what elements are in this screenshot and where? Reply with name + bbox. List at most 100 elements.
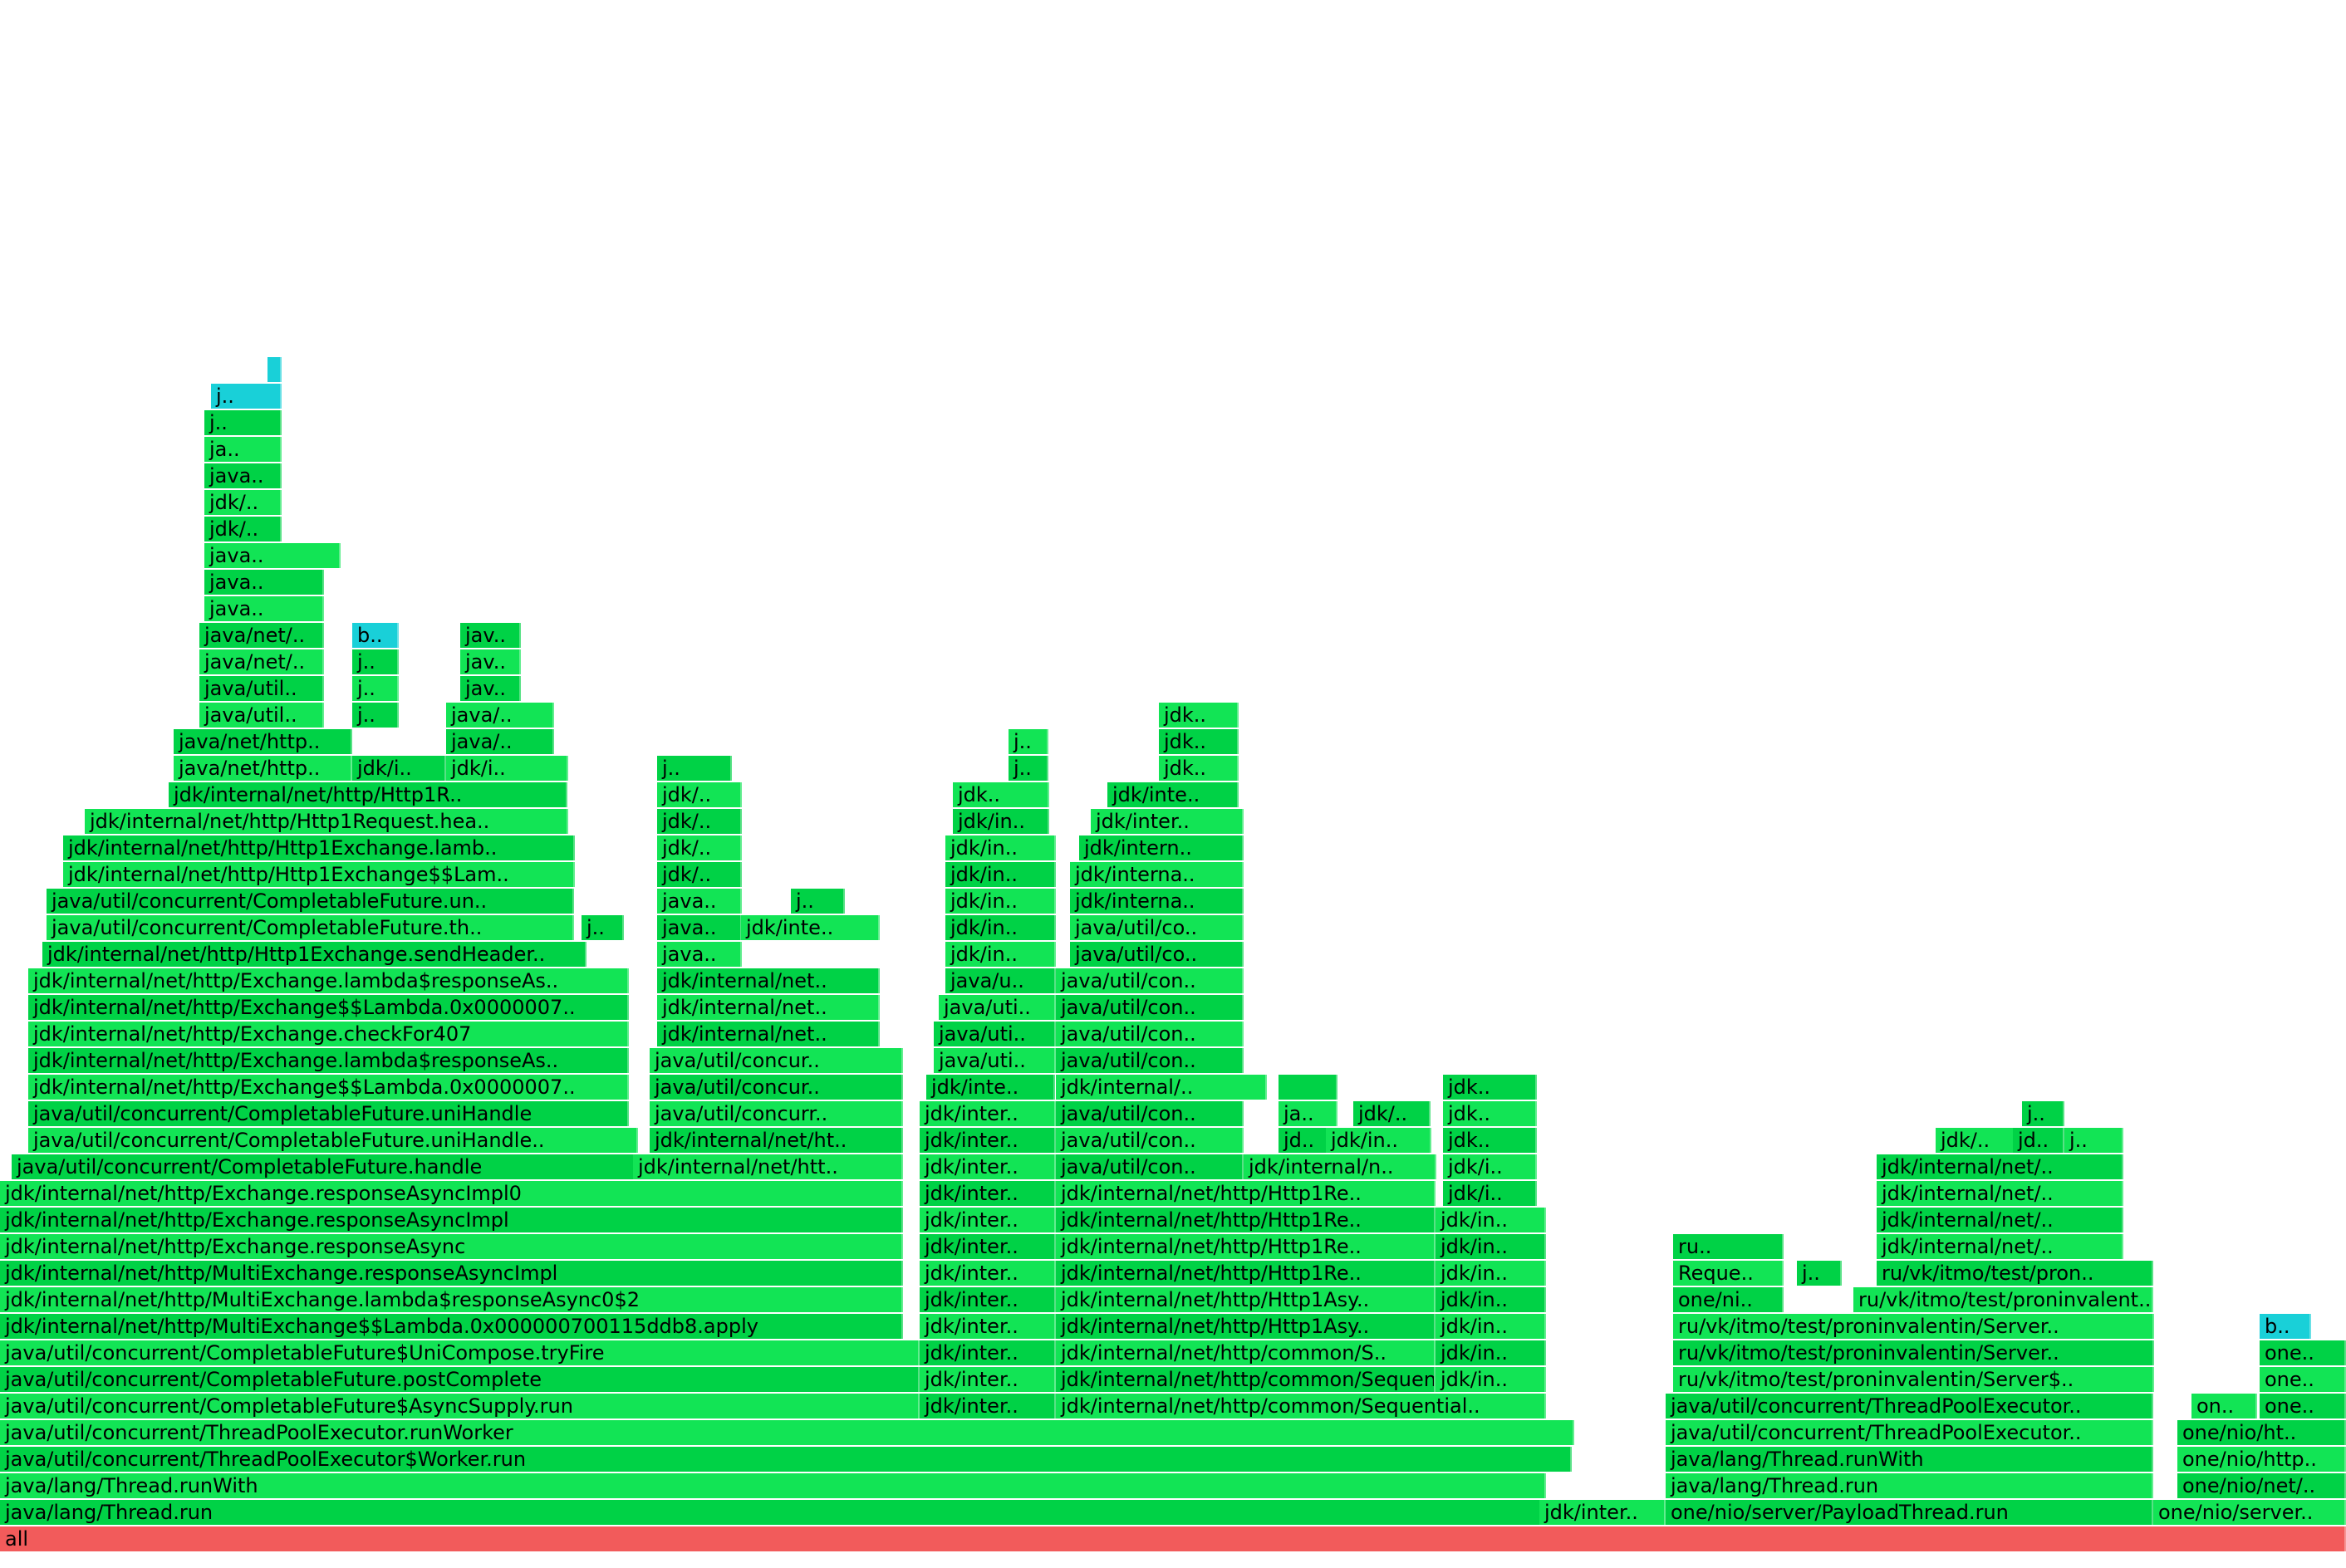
stack-frame[interactable]: j.. (352, 649, 399, 674)
stack-frame[interactable]: jdk/in.. (1436, 1234, 1546, 1259)
stack-frame[interactable]: jdk/in.. (953, 809, 1049, 834)
stack-frame[interactable]: jdk/in.. (1436, 1208, 1546, 1232)
stack-frame[interactable]: j.. (211, 384, 282, 409)
stack-frame[interactable]: jdk/in.. (1436, 1261, 1546, 1286)
stack-frame[interactable]: java/.. (446, 703, 554, 728)
stack-frame[interactable]: jdk/internal/net/http/common/Sequential.… (1056, 1367, 1436, 1392)
stack-frame[interactable]: java/lang/Thread.runWith (0, 1473, 1546, 1498)
stack-frame[interactable]: jdk/inter.. (1091, 809, 1244, 834)
stack-frame[interactable]: java/util/con.. (1056, 1022, 1244, 1046)
stack-frame[interactable]: jdk/in.. (1436, 1340, 1546, 1365)
stack-frame[interactable]: ja.. (1279, 1101, 1337, 1126)
stack-frame[interactable]: jdk/internal/net/http/Http1Exchange$$Lam… (63, 862, 575, 887)
stack-frame[interactable]: one/nio/server.. (2153, 1500, 2346, 1525)
stack-frame[interactable]: jdk.. (953, 782, 1049, 807)
stack-frame[interactable]: jdk/internal/net/http/MultiExchange$$Lam… (0, 1314, 903, 1339)
stack-frame[interactable]: jdk/internal/net/http/Http1Request.hea.. (85, 809, 568, 834)
stack-frame[interactable]: j.. (2064, 1128, 2123, 1153)
stack-frame[interactable]: one.. (2260, 1367, 2346, 1392)
stack-frame[interactable]: jdk/interna.. (1070, 862, 1244, 887)
stack-frame[interactable]: java/util/concurrent/ThreadPoolExecutor$… (0, 1447, 1572, 1472)
stack-frame[interactable]: jdk/internal/net/.. (1877, 1181, 2123, 1206)
stack-frame[interactable]: jdk/inter.. (920, 1261, 1056, 1286)
stack-frame[interactable]: java/util.. (199, 703, 324, 728)
stack-frame[interactable]: java.. (204, 596, 324, 621)
stack-frame[interactable]: java.. (204, 570, 324, 595)
stack-frame[interactable]: jdk/internal/net/http/Exchange.responseA… (0, 1208, 903, 1232)
stack-frame[interactable]: java/util/concurr.. (650, 1101, 903, 1126)
stack-frame[interactable]: java/lang/Thread.run (1666, 1473, 2153, 1498)
stack-frame[interactable]: ru/vk/itmo/test/proninvalent.. (1853, 1287, 2153, 1312)
stack-frame[interactable]: java/util/concurrent/CompletableFuture.t… (47, 915, 574, 940)
stack-frame[interactable]: jdk/internal/net/http/common/Sequential.… (1056, 1394, 1546, 1419)
stack-frame[interactable]: jdk/inter.. (920, 1394, 1056, 1419)
stack-frame[interactable]: ru/vk/itmo/test/pron.. (1877, 1261, 2153, 1286)
stack-frame[interactable]: jdk/internal/net/http/MultiExchange.lamb… (0, 1287, 903, 1312)
stack-frame[interactable]: java/u.. (945, 968, 1056, 993)
stack-frame[interactable]: j.. (657, 756, 732, 781)
stack-frame[interactable]: jdk/internal/net/htt.. (633, 1154, 903, 1179)
stack-frame[interactable]: jdk/i.. (446, 756, 568, 781)
stack-frame[interactable]: jdk/.. (657, 835, 742, 860)
stack-frame[interactable]: java/net/.. (199, 649, 324, 674)
stack-frame[interactable]: jdk/internal/net/http/Exchange.checkFor4… (28, 1022, 629, 1046)
stack-frame[interactable]: jdk/.. (657, 782, 742, 807)
stack-frame[interactable]: java/uti.. (939, 995, 1056, 1020)
stack-frame[interactable]: jd.. (2013, 1128, 2064, 1153)
stack-frame[interactable]: jdk/internal/net/http/Http1Re.. (1056, 1208, 1436, 1232)
stack-frame[interactable]: jdk/internal/net/http/Exchange.responseA… (0, 1181, 903, 1206)
stack-frame[interactable]: one/nio/server/PayloadThread.run (1666, 1500, 2153, 1525)
stack-frame[interactable]: java/util/concur.. (650, 1075, 903, 1100)
stack-frame[interactable]: java/util/concurrent/ThreadPoolExecutor.… (1666, 1420, 2153, 1445)
stack-frame[interactable]: j.. (791, 889, 845, 914)
stack-frame[interactable]: jdk/inte.. (1107, 782, 1239, 807)
stack-frame[interactable]: one/ni.. (1673, 1287, 1784, 1312)
stack-frame[interactable]: jdk/internal/net/http/Http1Re.. (1056, 1261, 1436, 1286)
stack-frame[interactable]: jdk/internal/net/http/Http1Asy.. (1056, 1314, 1436, 1339)
stack-frame[interactable]: jdk/inter.. (920, 1128, 1056, 1153)
stack-frame[interactable]: jdk/i.. (352, 756, 446, 781)
stack-frame[interactable]: ru/vk/itmo/test/proninvalentin/Server.. (1673, 1314, 2154, 1339)
stack-frame[interactable]: jdk.. (1443, 1128, 1537, 1153)
stack-frame[interactable]: java/util/co.. (1070, 915, 1244, 940)
stack-frame[interactable]: jdk/internal/net/http/Http1Exchange.send… (42, 942, 586, 967)
stack-frame[interactable]: jdk/in.. (945, 915, 1056, 940)
stack-frame[interactable]: jdk/inte.. (741, 915, 880, 940)
stack-frame[interactable]: jdk/internal/net/.. (1877, 1234, 2123, 1259)
stack-frame[interactable]: java/uti.. (934, 1048, 1056, 1073)
stack-frame[interactable]: jdk/internal/net/http/common/S.. (1056, 1340, 1436, 1365)
stack-frame[interactable]: jdk/in.. (945, 889, 1056, 914)
stack-frame[interactable]: jdk.. (1443, 1101, 1537, 1126)
stack-frame[interactable]: jdk/.. (1353, 1101, 1431, 1126)
stack-frame[interactable]: jdk/internal/net/http/Http1Re.. (1056, 1234, 1436, 1259)
stack-frame[interactable]: java/util/concurrent/ThreadPoolExecutor.… (0, 1420, 1574, 1445)
stack-frame[interactable]: jdk/interna.. (1070, 889, 1244, 914)
stack-frame[interactable]: java.. (657, 915, 742, 940)
stack-frame[interactable]: b.. (2260, 1314, 2311, 1339)
stack-frame[interactable]: jdk/internal/net/http/Exchange.responseA… (0, 1234, 903, 1259)
stack-frame[interactable]: java/lang/Thread.runWith (1666, 1447, 2153, 1472)
stack-frame[interactable]: one.. (2260, 1340, 2346, 1365)
stack-frame[interactable]: one/nio/net/.. (2177, 1473, 2346, 1498)
stack-frame[interactable]: java/util/concurrent/CompletableFuture.u… (47, 889, 574, 914)
stack-frame[interactable]: j.. (204, 410, 282, 435)
stack-frame[interactable]: ru.. (1673, 1234, 1784, 1259)
stack-frame[interactable]: one/nio/http.. (2177, 1447, 2346, 1472)
stack-frame[interactable]: java/util/con.. (1056, 1101, 1244, 1126)
stack-frame[interactable]: java/lang/Thread.run (0, 1500, 1546, 1525)
stack-frame[interactable]: jav.. (460, 676, 521, 701)
stack-frame[interactable]: one/nio/ht.. (2177, 1420, 2346, 1445)
stack-frame[interactable]: jdk/.. (204, 517, 282, 541)
stack-frame[interactable]: jdk/intern.. (1079, 835, 1244, 860)
stack-frame[interactable]: jav.. (460, 649, 521, 674)
stack-frame[interactable]: jdk/in.. (1436, 1367, 1546, 1392)
stack-frame[interactable]: jdk/i.. (1443, 1154, 1537, 1179)
stack-frame[interactable]: jdk/internal/net/http/Exchange.lambda$re… (28, 1048, 629, 1073)
stack-frame[interactable]: jdk/internal/net.. (657, 968, 880, 993)
stack-frame[interactable]: jdk.. (1159, 703, 1239, 728)
stack-frame[interactable]: jav.. (460, 623, 521, 648)
stack-frame[interactable]: java/util/con.. (1056, 1154, 1244, 1179)
stack-frame[interactable]: java/util/concurrent/CompletableFuture$A… (0, 1394, 920, 1419)
stack-frame[interactable]: java.. (657, 889, 742, 914)
stack-frame[interactable]: java/util/con.. (1056, 1128, 1244, 1153)
